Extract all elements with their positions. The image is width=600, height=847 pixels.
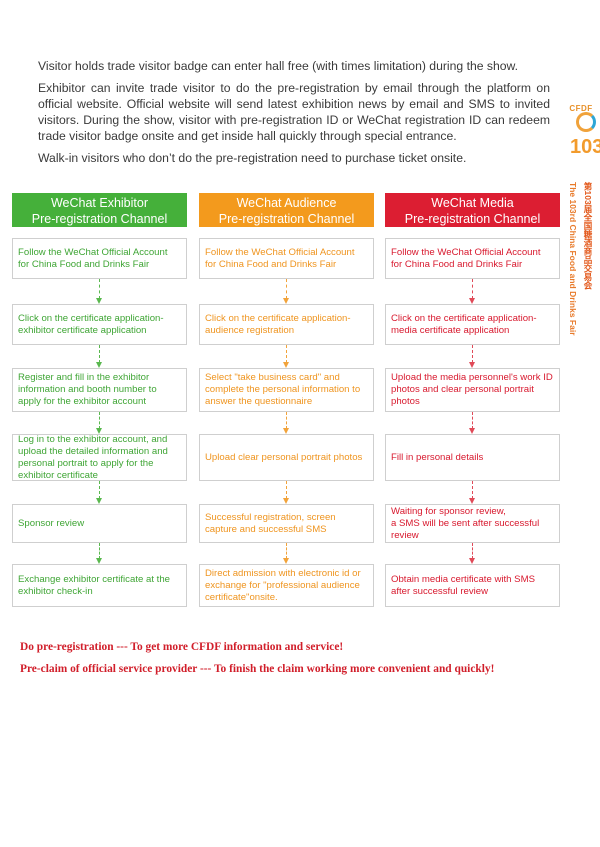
exhibitor-step-1: Follow the WeChat Official Account for C… xyxy=(12,238,187,279)
audience-channel-subtitle: Pre-registration Channel xyxy=(218,212,355,226)
media-channel-column: WeChat Media Pre-registration Channel Fo… xyxy=(385,193,560,607)
audience-channel-title: WeChat Audience xyxy=(236,196,337,210)
media-step-5: Waiting for sponsor review, a SMS will b… xyxy=(385,504,560,543)
exhibitor-channel-title: WeChat Exhibitor xyxy=(50,196,149,210)
media-step-1: Follow the WeChat Official Account for C… xyxy=(385,238,560,279)
down-arrow-icon xyxy=(283,345,289,368)
footer-line-2: Pre-claim of official service provider -… xyxy=(20,663,495,675)
media-step-6: Obtain media certificate with SMS after … xyxy=(385,564,560,607)
down-arrow-icon xyxy=(96,412,102,434)
down-arrow-icon xyxy=(96,345,102,368)
intro-paragraph-2: Exhibitor can invite trade visitor to do… xyxy=(38,81,550,143)
exhibitor-step-4: Log in to the exhibitor account, and upl… xyxy=(12,434,187,481)
exhibitor-step-5: Sponsor review xyxy=(12,504,187,543)
cfdf-logo-icon xyxy=(576,112,596,132)
exhibitor-step-6: Exchange exhibitor certificate at the ex… xyxy=(12,564,187,607)
audience-step-1: Follow the WeChat Official Account for C… xyxy=(199,238,374,279)
audience-step-5: Successful registration, screen capture … xyxy=(199,504,374,543)
fair-edition-number: 103 xyxy=(570,136,600,158)
down-arrow-icon xyxy=(283,279,289,304)
cfdf-logo-text: CFDF xyxy=(569,104,593,113)
audience-channel-column: WeChat Audience Pre-registration Channel… xyxy=(199,193,374,607)
fair-name-chinese: 第103届全国糖酒商品交易会 xyxy=(583,182,593,290)
down-arrow-icon xyxy=(469,543,475,564)
audience-step-6: Direct admission with electronic id or e… xyxy=(199,564,374,607)
down-arrow-icon xyxy=(283,543,289,564)
audience-step-2: Click on the certificate application-aud… xyxy=(199,304,374,345)
down-arrow-icon xyxy=(469,481,475,504)
media-channel-header: WeChat Media Pre-registration Channel xyxy=(385,193,560,227)
down-arrow-icon xyxy=(96,543,102,564)
down-arrow-icon xyxy=(469,412,475,434)
audience-step-3: Select "take business card" and complete… xyxy=(199,368,374,412)
intro-paragraph-1: Visitor holds trade visitor badge can en… xyxy=(38,59,519,73)
media-channel-title: WeChat Media xyxy=(431,196,514,210)
media-step-3: Upload the media personnel's work ID pho… xyxy=(385,368,560,412)
footer-notes: Do pre-registration --- To get more CFDF… xyxy=(20,636,580,680)
media-step-2: Click on the certificate application-med… xyxy=(385,304,560,345)
footer-line-1: Do pre-registration --- To get more CFDF… xyxy=(20,641,344,653)
intro-text: Visitor holds trade visitor badge can en… xyxy=(38,58,550,172)
exhibitor-channel-column: WeChat Exhibitor Pre-registration Channe… xyxy=(12,193,187,607)
down-arrow-icon xyxy=(283,412,289,434)
down-arrow-icon xyxy=(96,481,102,504)
fair-name-vertical: 第103届全国糖酒商品交易会 The 103rd China Food and … xyxy=(566,182,596,336)
exhibitor-step-3: Register and fill in the exhibitor infor… xyxy=(12,368,187,412)
exhibitor-channel-subtitle: Pre-registration Channel xyxy=(31,212,168,226)
exhibitor-step-2: Click on the certificate application-exh… xyxy=(12,304,187,345)
cfdf-logo: CFDF 103 第103届全国糖酒商品交易会 The 103rd China … xyxy=(566,100,600,336)
media-channel-subtitle: Pre-registration Channel xyxy=(404,212,541,226)
down-arrow-icon xyxy=(469,345,475,368)
media-step-4: Fill in personal details xyxy=(385,434,560,481)
exhibitor-channel-header: WeChat Exhibitor Pre-registration Channe… xyxy=(12,193,187,227)
intro-paragraph-3: Walk-in visitors who don’t do the pre-re… xyxy=(38,151,467,165)
down-arrow-icon xyxy=(469,279,475,304)
audience-channel-header: WeChat Audience Pre-registration Channel xyxy=(199,193,374,227)
down-arrow-icon xyxy=(96,279,102,304)
audience-step-4: Upload clear personal portrait photos xyxy=(199,434,374,481)
fair-name-english: The 103rd China Food and Drinks Fair xyxy=(568,182,578,336)
down-arrow-icon xyxy=(283,481,289,504)
